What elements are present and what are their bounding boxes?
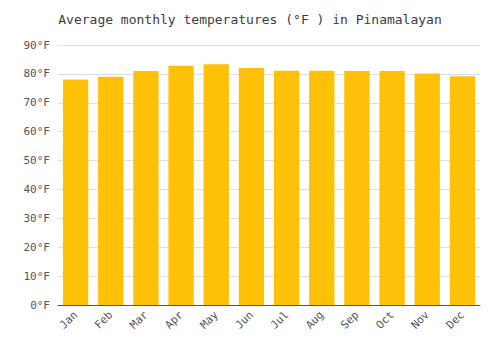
svg-text:10°F: 10°F (24, 270, 51, 283)
svg-text:80°F: 80°F (24, 67, 51, 80)
svg-text:20°F: 20°F (24, 241, 51, 254)
svg-text:Dec: Dec (444, 308, 467, 331)
svg-text:70°F: 70°F (24, 96, 51, 109)
svg-text:Sep: Sep (338, 308, 361, 331)
svg-text:40°F: 40°F (24, 183, 51, 196)
svg-text:Average monthly temperatures (: Average monthly temperatures (°F ) in Pi… (58, 12, 442, 27)
svg-text:50°F: 50°F (24, 154, 51, 167)
svg-text:90°F: 90°F (24, 39, 51, 52)
svg-text:Nov: Nov (409, 308, 432, 331)
svg-text:Feb: Feb (92, 308, 115, 331)
svg-text:60°F: 60°F (24, 125, 51, 138)
svg-text:30°F: 30°F (24, 212, 51, 225)
svg-text:Mar: Mar (127, 308, 150, 331)
svg-text:Apr: Apr (162, 308, 185, 331)
svg-text:0°F: 0°F (30, 299, 50, 312)
svg-text:Jul: Jul (268, 308, 291, 331)
svg-text:Jan: Jan (57, 308, 80, 331)
svg-text:Jun: Jun (233, 308, 256, 331)
svg-text:May: May (198, 308, 221, 331)
svg-text:Oct: Oct (373, 308, 396, 331)
svg-text:Aug: Aug (303, 308, 326, 331)
